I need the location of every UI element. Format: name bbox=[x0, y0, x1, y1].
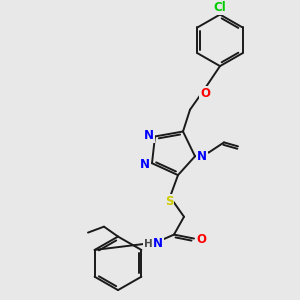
Text: N: N bbox=[140, 158, 150, 171]
Text: S: S bbox=[165, 195, 173, 208]
Text: Cl: Cl bbox=[214, 1, 226, 14]
Text: H: H bbox=[144, 238, 152, 248]
Text: N: N bbox=[153, 237, 163, 250]
Text: N: N bbox=[197, 150, 207, 163]
Text: N: N bbox=[144, 129, 154, 142]
Text: O: O bbox=[200, 87, 210, 100]
Text: O: O bbox=[196, 233, 206, 246]
